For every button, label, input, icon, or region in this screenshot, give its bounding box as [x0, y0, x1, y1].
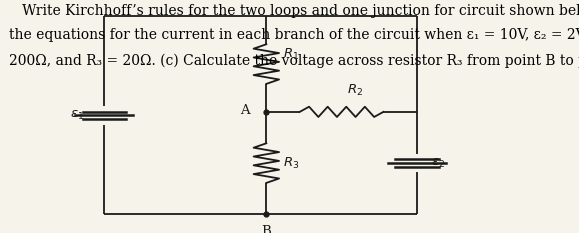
Text: 200Ω, and R₃ = 20Ω. (c) Calculate the voltage across resistor R₃ from point B to: 200Ω, and R₃ = 20Ω. (c) Calculate the vo…: [9, 54, 579, 69]
Text: $R_3$: $R_3$: [283, 156, 299, 171]
Text: $\varepsilon_2$: $\varepsilon_2$: [431, 157, 445, 170]
Text: $R_1$: $R_1$: [283, 47, 299, 62]
Text: Write Kirchhoff’s rules for the two loops and one junction for circuit shown bel: Write Kirchhoff’s rules for the two loop…: [9, 3, 579, 18]
Text: $R_2$: $R_2$: [347, 83, 364, 98]
Text: A: A: [240, 104, 250, 117]
Text: $\varepsilon_1$: $\varepsilon_1$: [70, 109, 84, 122]
Text: B: B: [262, 225, 271, 233]
Text: the equations for the current in each branch of the circuit when ε₁ = 10V, ε₂ = : the equations for the current in each br…: [9, 28, 579, 42]
